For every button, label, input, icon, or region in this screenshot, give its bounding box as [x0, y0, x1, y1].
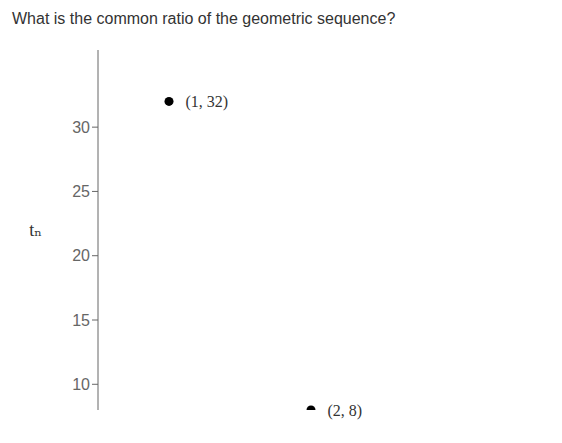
svg-text:25: 25 [72, 183, 90, 200]
svg-text:tₙ: tₙ [29, 220, 42, 240]
svg-text:20: 20 [72, 247, 90, 264]
svg-text:15: 15 [72, 312, 90, 329]
html-text:What is the common ratio of th: What is the common ratio of the geometri… [12, 10, 396, 27]
svg-text:10: 10 [72, 376, 90, 393]
svg-text:(1, 32): (1, 32) [186, 93, 229, 111]
svg-text:(2, 8): (2, 8) [328, 402, 363, 420]
svg-text:30: 30 [72, 119, 90, 136]
